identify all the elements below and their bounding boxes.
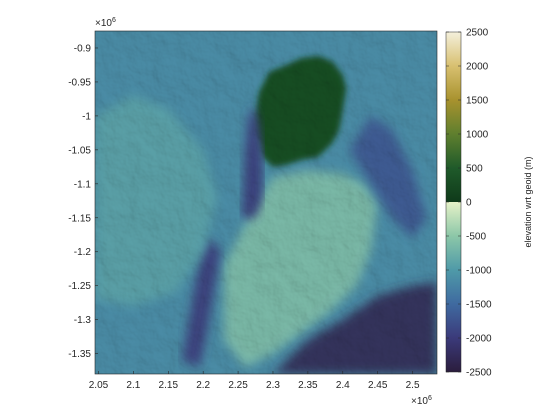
x-tick-label: 2.25: [228, 380, 248, 391]
x-tick-label: 2.05: [89, 380, 109, 391]
y-tick-label: -1.15: [68, 213, 91, 224]
colorbar-tick-label: 2500: [466, 28, 489, 39]
colorbar-tick-label: -2500: [466, 368, 492, 379]
y-tick-label: -1.25: [68, 281, 91, 292]
colorbar-tick-label: 1500: [466, 96, 489, 107]
x-exponent-label: ×106: [411, 395, 432, 407]
y-exponent-label: ×106: [95, 17, 116, 29]
y-tick-label: -0.95: [68, 77, 91, 88]
colorbar: 2500 2000 1500 1000 500 0 -500 -1000 -1500 -2000 -…: [445, 28, 533, 379]
colorbar-ticks: 2500 2000 1500 1000 500 0 -500 -1000 -1500 -2000 -…: [446, 28, 492, 379]
y-axis: -0.9 -0.95 -1 -1.05 -1.1 -1.15 -1.2 -1.25 -1.3 -1…: [68, 43, 98, 360]
plot-frame: [94, 30, 438, 375]
colorbar-tick-label: -1000: [466, 266, 492, 277]
colorbar-tick-label: -500: [466, 232, 486, 243]
y-tick-label: -1.1: [74, 179, 92, 190]
x-axis: 2.05 2.1 2.15 2.2 2.25 2.3 2.35 2.4 2.45 2.5: [89, 371, 420, 391]
y-tick-label: -1.05: [68, 145, 91, 156]
x-tick-label: 2.35: [298, 380, 318, 391]
y-tick-label: -0.9: [74, 43, 92, 54]
y-tick-label: -1.35: [68, 349, 91, 360]
x-tick-label: 2.5: [406, 380, 420, 391]
hillshade-overlay: [95, 31, 437, 374]
x-tick-label: 2.15: [159, 380, 179, 391]
plot-area: [94, 30, 438, 375]
y-tick-label: -1: [82, 111, 91, 122]
x-tick-label: 2.45: [368, 380, 388, 391]
x-tick-label: 2.2: [196, 380, 210, 391]
y-tick-label: -1.3: [74, 315, 92, 326]
colorbar-tick-label: 500: [466, 164, 483, 175]
colorbar-tick-label: -1500: [466, 300, 492, 311]
colorbar-label: elevation wrt geoid (m): [523, 156, 533, 247]
x-tick-label: 2.4: [336, 380, 350, 391]
colorbar-tick-label: -2000: [466, 334, 492, 345]
x-tick-label: 2.1: [126, 380, 140, 391]
x-tick-label: 2.3: [266, 380, 280, 391]
y-tick-label: -1.2: [74, 247, 92, 258]
colorbar-tick-label: 2000: [466, 62, 489, 73]
colorbar-tick-label: 1000: [466, 130, 489, 141]
colorbar-tick-label: 0: [466, 198, 472, 209]
